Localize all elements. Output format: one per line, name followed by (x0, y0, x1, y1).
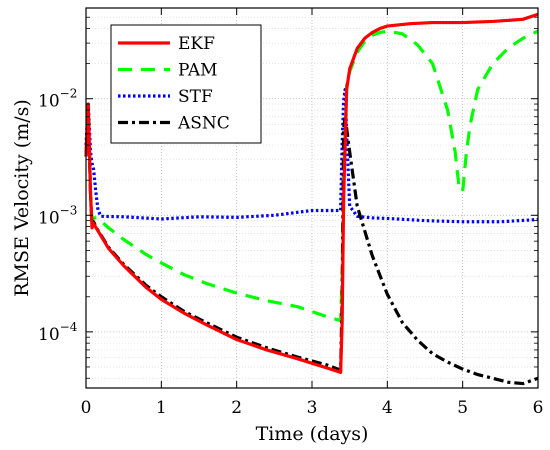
legend-label-stf: STF (178, 87, 213, 107)
x-tick-labels: 0 1 2 3 4 5 6 (81, 398, 544, 418)
x-tick-label: 3 (307, 398, 318, 418)
y-tick-label: 10−4 (38, 320, 78, 345)
x-tick-label: 0 (81, 398, 92, 418)
series-line-stf (84, 87, 539, 224)
legend-label-ekf: EKF (178, 34, 215, 54)
y-tick-exponent: −4 (60, 320, 78, 334)
x-tick-label: 2 (231, 398, 242, 418)
legend-box (110, 24, 262, 144)
x-tick-label: 1 (156, 398, 167, 418)
x-tick-label: 5 (457, 398, 468, 418)
y-tick-base: 10 (38, 92, 60, 112)
y-tick-base: 10 (38, 208, 60, 228)
x-tick-label: 4 (382, 398, 393, 418)
series-line-ekf (84, 12, 539, 374)
y-tick-exponent: −2 (60, 87, 78, 101)
y-tick-exponent: −3 (60, 203, 78, 217)
legend-label-asnc: ASNC (177, 114, 230, 134)
x-axis-label: Time (days) (256, 423, 369, 445)
legend-label-pam: PAM (178, 61, 218, 81)
series-layer (84, 12, 539, 386)
y-axis-label: RMSE Velocity (m/s) (11, 99, 33, 297)
x-tick-label: 6 (533, 398, 544, 418)
y-tick-labels: 10−410−310−2 (38, 87, 78, 345)
y-tick-label: 10−2 (38, 87, 77, 112)
axis-ticks (85, 8, 539, 388)
legend: EKF PAM STF ASNC (110, 24, 262, 144)
y-tick-label: 10−3 (38, 203, 77, 228)
y-tick-base: 10 (38, 325, 60, 345)
